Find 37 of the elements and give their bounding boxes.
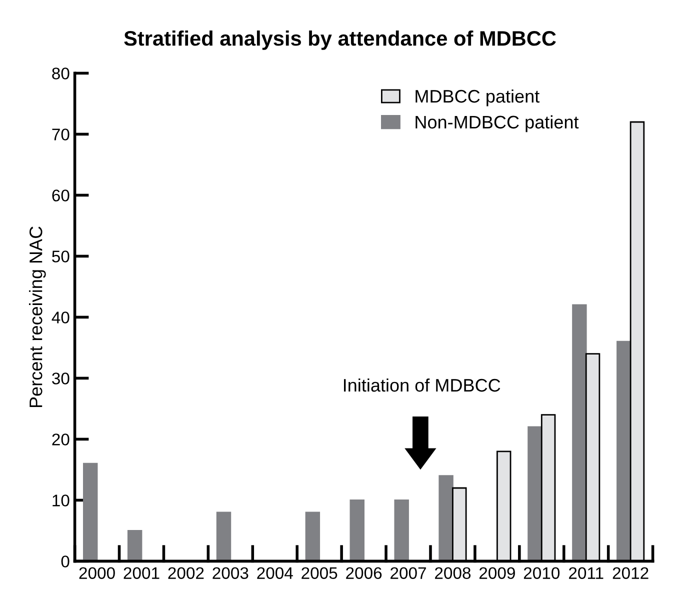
- bar: [305, 512, 320, 562]
- bar: [350, 500, 364, 562]
- y-tick-label: 0: [61, 556, 70, 568]
- x-tick-label: 2002: [168, 567, 204, 579]
- annotation: Initiation of MDBCC: [344, 378, 500, 392]
- x-tick-label: 2011: [569, 567, 604, 579]
- y-tick-label: 80: [52, 68, 70, 80]
- bar: [216, 512, 232, 562]
- x-tick-label: 2012: [612, 567, 648, 579]
- x-tick-label: 2003: [212, 567, 248, 579]
- y-tick-label: 30: [52, 372, 70, 384]
- y-tick-label: 70: [52, 128, 70, 140]
- bar: [572, 304, 587, 562]
- bar: [616, 340, 632, 562]
- y-axis-title: Percent receiving NAC: [29, 226, 46, 408]
- x-tick-label: 2004: [257, 567, 293, 579]
- y-tick-label: 10: [52, 494, 70, 506]
- bar: [394, 500, 409, 562]
- bar: [438, 475, 454, 562]
- x-tick-label: 2005: [302, 567, 338, 579]
- x-tick-label: 2010: [524, 567, 560, 579]
- bar: [127, 530, 142, 562]
- x-tick-label: 2008: [435, 567, 471, 579]
- legend-label: MDBCC patient: [416, 89, 540, 106]
- x-tick-label: 2007: [390, 567, 426, 579]
- x-tick-label: 2000: [79, 567, 115, 579]
- x-tick-label: 2009: [479, 567, 515, 579]
- bar: [528, 426, 542, 562]
- x-tick-label: 2001: [124, 567, 160, 579]
- y-tick-label: 40: [52, 312, 70, 324]
- y-tick-label: 50: [52, 250, 70, 262]
- legend-label: Non-MDBCC patient: [416, 115, 579, 132]
- chart-title: Stratified analysis by attendance of MDBCC: [124, 30, 556, 50]
- bar: [82, 462, 98, 562]
- x-tick-label: 2006: [346, 567, 382, 579]
- y-tick-label: 20: [52, 434, 70, 446]
- y-tick-label: 60: [52, 190, 70, 202]
